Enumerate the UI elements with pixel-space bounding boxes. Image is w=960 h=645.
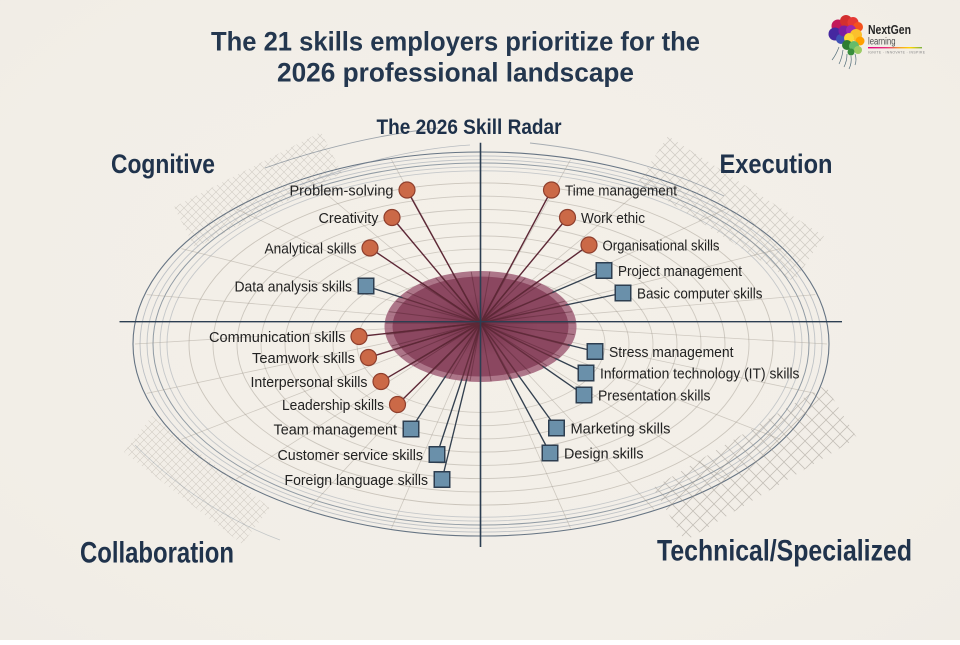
svg-text:Analytical skills: Analytical skills [265,240,357,257]
svg-text:Basic computer skills: Basic computer skills [637,285,763,302]
svg-text:Information technology (IT) sk: Information technology (IT) skills [600,365,800,382]
svg-text:Technical/Specialized: Technical/Specialized [657,535,912,568]
svg-text:Stress management: Stress management [609,344,734,361]
svg-text:learning: learning [868,37,896,48]
svg-text:Teamwork skills: Teamwork skills [252,350,355,367]
svg-text:Cognitive: Cognitive [111,149,215,179]
svg-text:The 2026 Skill Radar: The 2026 Skill Radar [377,116,562,139]
svg-text:Problem-solving: Problem-solving [290,182,394,199]
svg-text:Presentation skills: Presentation skills [598,387,711,404]
svg-text:Leadership skills: Leadership skills [282,397,384,414]
svg-text:2026 professional landscape: 2026 professional landscape [277,58,634,88]
svg-text:Collaboration: Collaboration [80,536,234,569]
svg-text:IGNITE · INNOVATE · INSPIRE: IGNITE · INNOVATE · INSPIRE [868,51,926,55]
svg-text:Marketing skills: Marketing skills [571,420,671,437]
svg-text:Time management: Time management [565,182,678,199]
svg-text:Team management: Team management [274,421,398,438]
svg-text:Creativity: Creativity [319,210,379,227]
svg-text:Foreign language skills: Foreign language skills [285,472,429,489]
svg-text:Interpersonal skills: Interpersonal skills [251,374,368,391]
svg-text:Communication skills: Communication skills [209,329,346,346]
svg-text:Execution: Execution [720,149,833,179]
svg-text:Work ethic: Work ethic [581,210,645,227]
svg-text:Design skills: Design skills [564,445,644,462]
svg-text:Organisational skills: Organisational skills [603,237,720,254]
svg-text:Project management: Project management [618,263,743,280]
svg-text:NextGen: NextGen [868,23,911,37]
svg-text:Data analysis skills: Data analysis skills [235,278,353,295]
svg-text:The 21 skills employers priori: The 21 skills employers prioritize for t… [211,27,700,57]
svg-text:Customer service skills: Customer service skills [278,447,424,464]
